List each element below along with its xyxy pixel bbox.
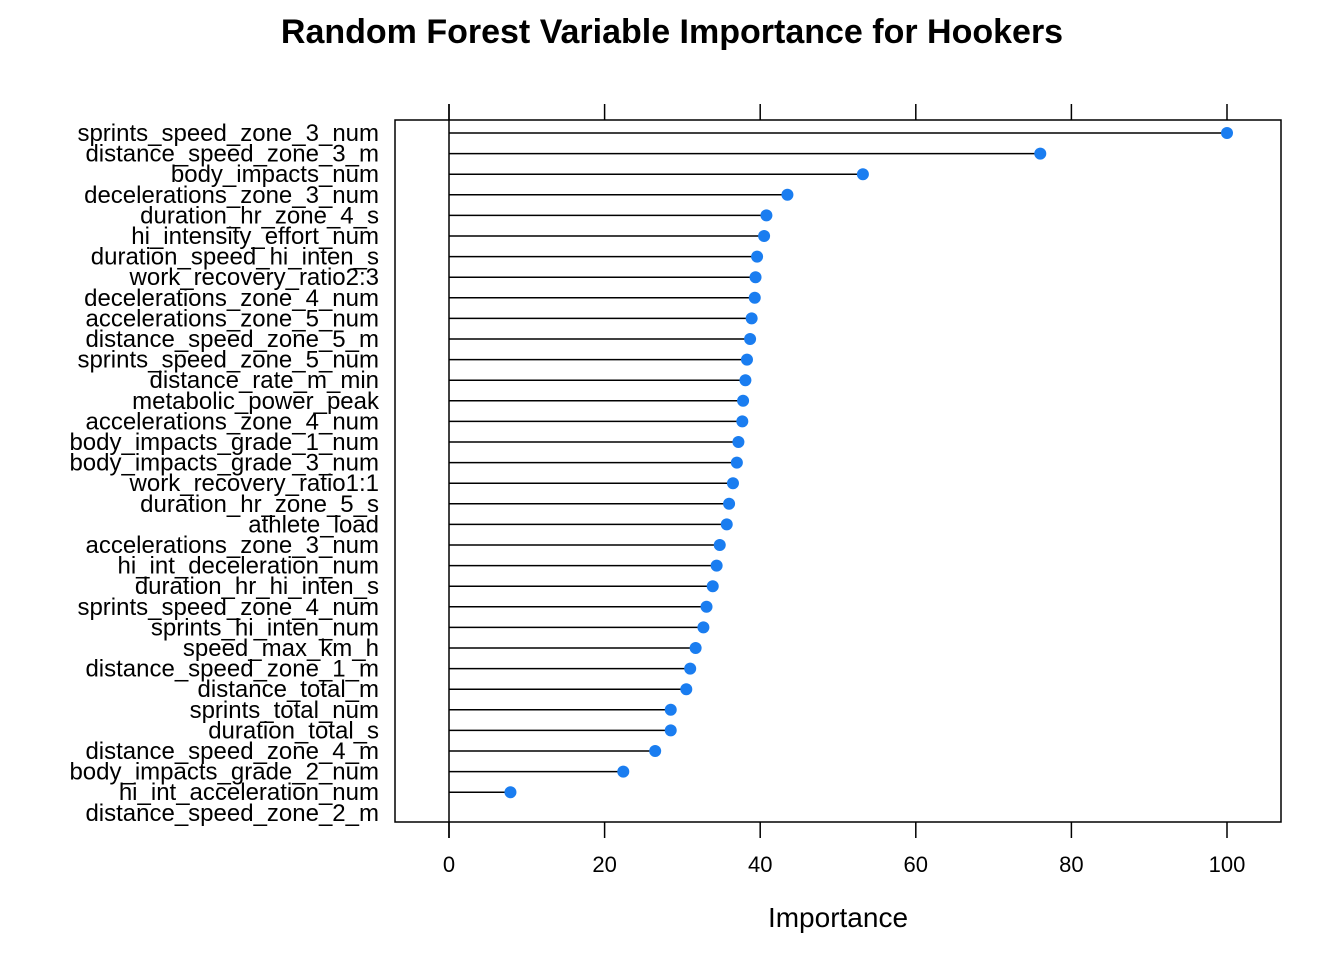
- variable-label: body_impacts_grade_1_num: [69, 429, 379, 456]
- variable-label: duration_speed_hi_inten_s: [91, 244, 379, 271]
- plot-frame: [394, 119, 1282, 823]
- importance-point: [760, 209, 773, 222]
- variable-label: sprints_speed_zone_3_num: [77, 120, 379, 147]
- variable-label: decelerations_zone_4_num: [84, 285, 379, 312]
- importance-point: [726, 477, 739, 490]
- importance-point: [710, 559, 723, 572]
- importance-point: [745, 312, 758, 325]
- chart-title: Random Forest Variable Importance for Ho…: [281, 13, 1063, 51]
- top-axis-ticks: [448, 104, 1228, 120]
- importance-point: [689, 642, 702, 654]
- variable-label: speed_max_km_h: [183, 635, 379, 662]
- importance-point: [739, 374, 752, 387]
- variable-label: accelerations_zone_5_num: [85, 305, 379, 332]
- importance-point: [736, 415, 749, 428]
- variable-label: accelerations_zone_3_num: [85, 532, 379, 559]
- variable-label: distance_speed_zone_2_m: [85, 800, 379, 827]
- importance-point: [617, 765, 630, 778]
- variable-label: metabolic_power_peak: [132, 388, 380, 415]
- importance-point: [748, 291, 761, 304]
- x-tick-label: 100: [1209, 852, 1246, 877]
- importance-point: [781, 188, 794, 201]
- importance-point: [744, 333, 757, 345]
- importance-point: [730, 456, 743, 469]
- importance-point: [697, 621, 710, 634]
- variable-label: sprints_total_num: [190, 697, 379, 724]
- x-axis-title: Importance: [768, 902, 908, 933]
- importance-point: [684, 662, 697, 675]
- variable-label: sprints_speed_zone_4_num: [77, 594, 379, 621]
- importance-point: [732, 436, 745, 448]
- variable-labels: sprints_speed_zone_3_numdistance_speed_z…: [69, 120, 380, 827]
- variable-label: distance_speed_zone_1_m: [85, 656, 379, 683]
- importance-point: [664, 724, 677, 737]
- x-tick-label: 80: [1059, 852, 1083, 877]
- importance-point: [751, 250, 764, 263]
- importance-point: [758, 230, 771, 242]
- variable-label: distance_speed_zone_4_m: [85, 738, 379, 765]
- variable-label: body_impacts_num: [171, 161, 379, 188]
- importance-point: [856, 168, 869, 181]
- variable-label: duration_hr_zone_5_s: [140, 491, 379, 518]
- importance-stems: [449, 132, 1227, 793]
- x-tick-label: 20: [592, 852, 616, 877]
- variable-label: decelerations_zone_3_num: [84, 182, 379, 209]
- importance-point: [504, 786, 517, 799]
- importance-point: [723, 497, 736, 510]
- variable-label: work_recovery_ratio2:3: [129, 264, 379, 291]
- importance-point: [649, 745, 662, 757]
- variable-label: sprints_speed_zone_5_num: [77, 347, 379, 374]
- x-tick-labels: 0 20 40 60 80 100: [443, 852, 1245, 877]
- variable-label: duration_hr_zone_4_s: [140, 202, 379, 229]
- variable-label: hi_int_acceleration_num: [119, 779, 379, 806]
- variable-label: distance_speed_zone_3_m: [85, 141, 379, 168]
- importance-point: [680, 683, 693, 696]
- variable-label: sprints_hi_inten_num: [151, 614, 379, 641]
- importance-point: [749, 271, 762, 284]
- importance-point: [720, 518, 733, 531]
- variable-label: duration_hr_hi_inten_s: [135, 573, 379, 600]
- importance-point: [700, 600, 713, 613]
- variable-label: accelerations_zone_4_num: [85, 408, 379, 435]
- variable-label: work_recovery_ratio1:1: [129, 470, 379, 497]
- variable-label: distance_speed_zone_5_m: [85, 326, 379, 353]
- x-tick-label: 60: [904, 852, 928, 877]
- importance-point: [1034, 147, 1047, 160]
- variable-label: athlete_load: [248, 511, 379, 538]
- importance-point: [664, 703, 677, 716]
- variable-label: distance_total_m: [198, 676, 379, 703]
- bottom-axis-ticks: [448, 822, 1228, 838]
- variable-label: distance_rate_m_min: [150, 367, 379, 394]
- variable-label: hi_int_deceleration_num: [117, 553, 379, 580]
- importance-point: [706, 580, 719, 593]
- x-tick-label: 0: [443, 852, 455, 877]
- variable-label: body_impacts_grade_2_num: [69, 759, 379, 786]
- importance-point: [1221, 127, 1233, 139]
- importance-points: [504, 127, 1233, 799]
- variable-label: duration_total_s: [208, 717, 379, 744]
- importance-point: [737, 394, 750, 407]
- x-tick-label: 40: [748, 852, 772, 877]
- variable-label: hi_intensity_effort_num: [131, 223, 379, 250]
- importance-point: [713, 539, 726, 551]
- variable-label: body_impacts_grade_3_num: [69, 450, 379, 477]
- importance-point: [740, 353, 753, 366]
